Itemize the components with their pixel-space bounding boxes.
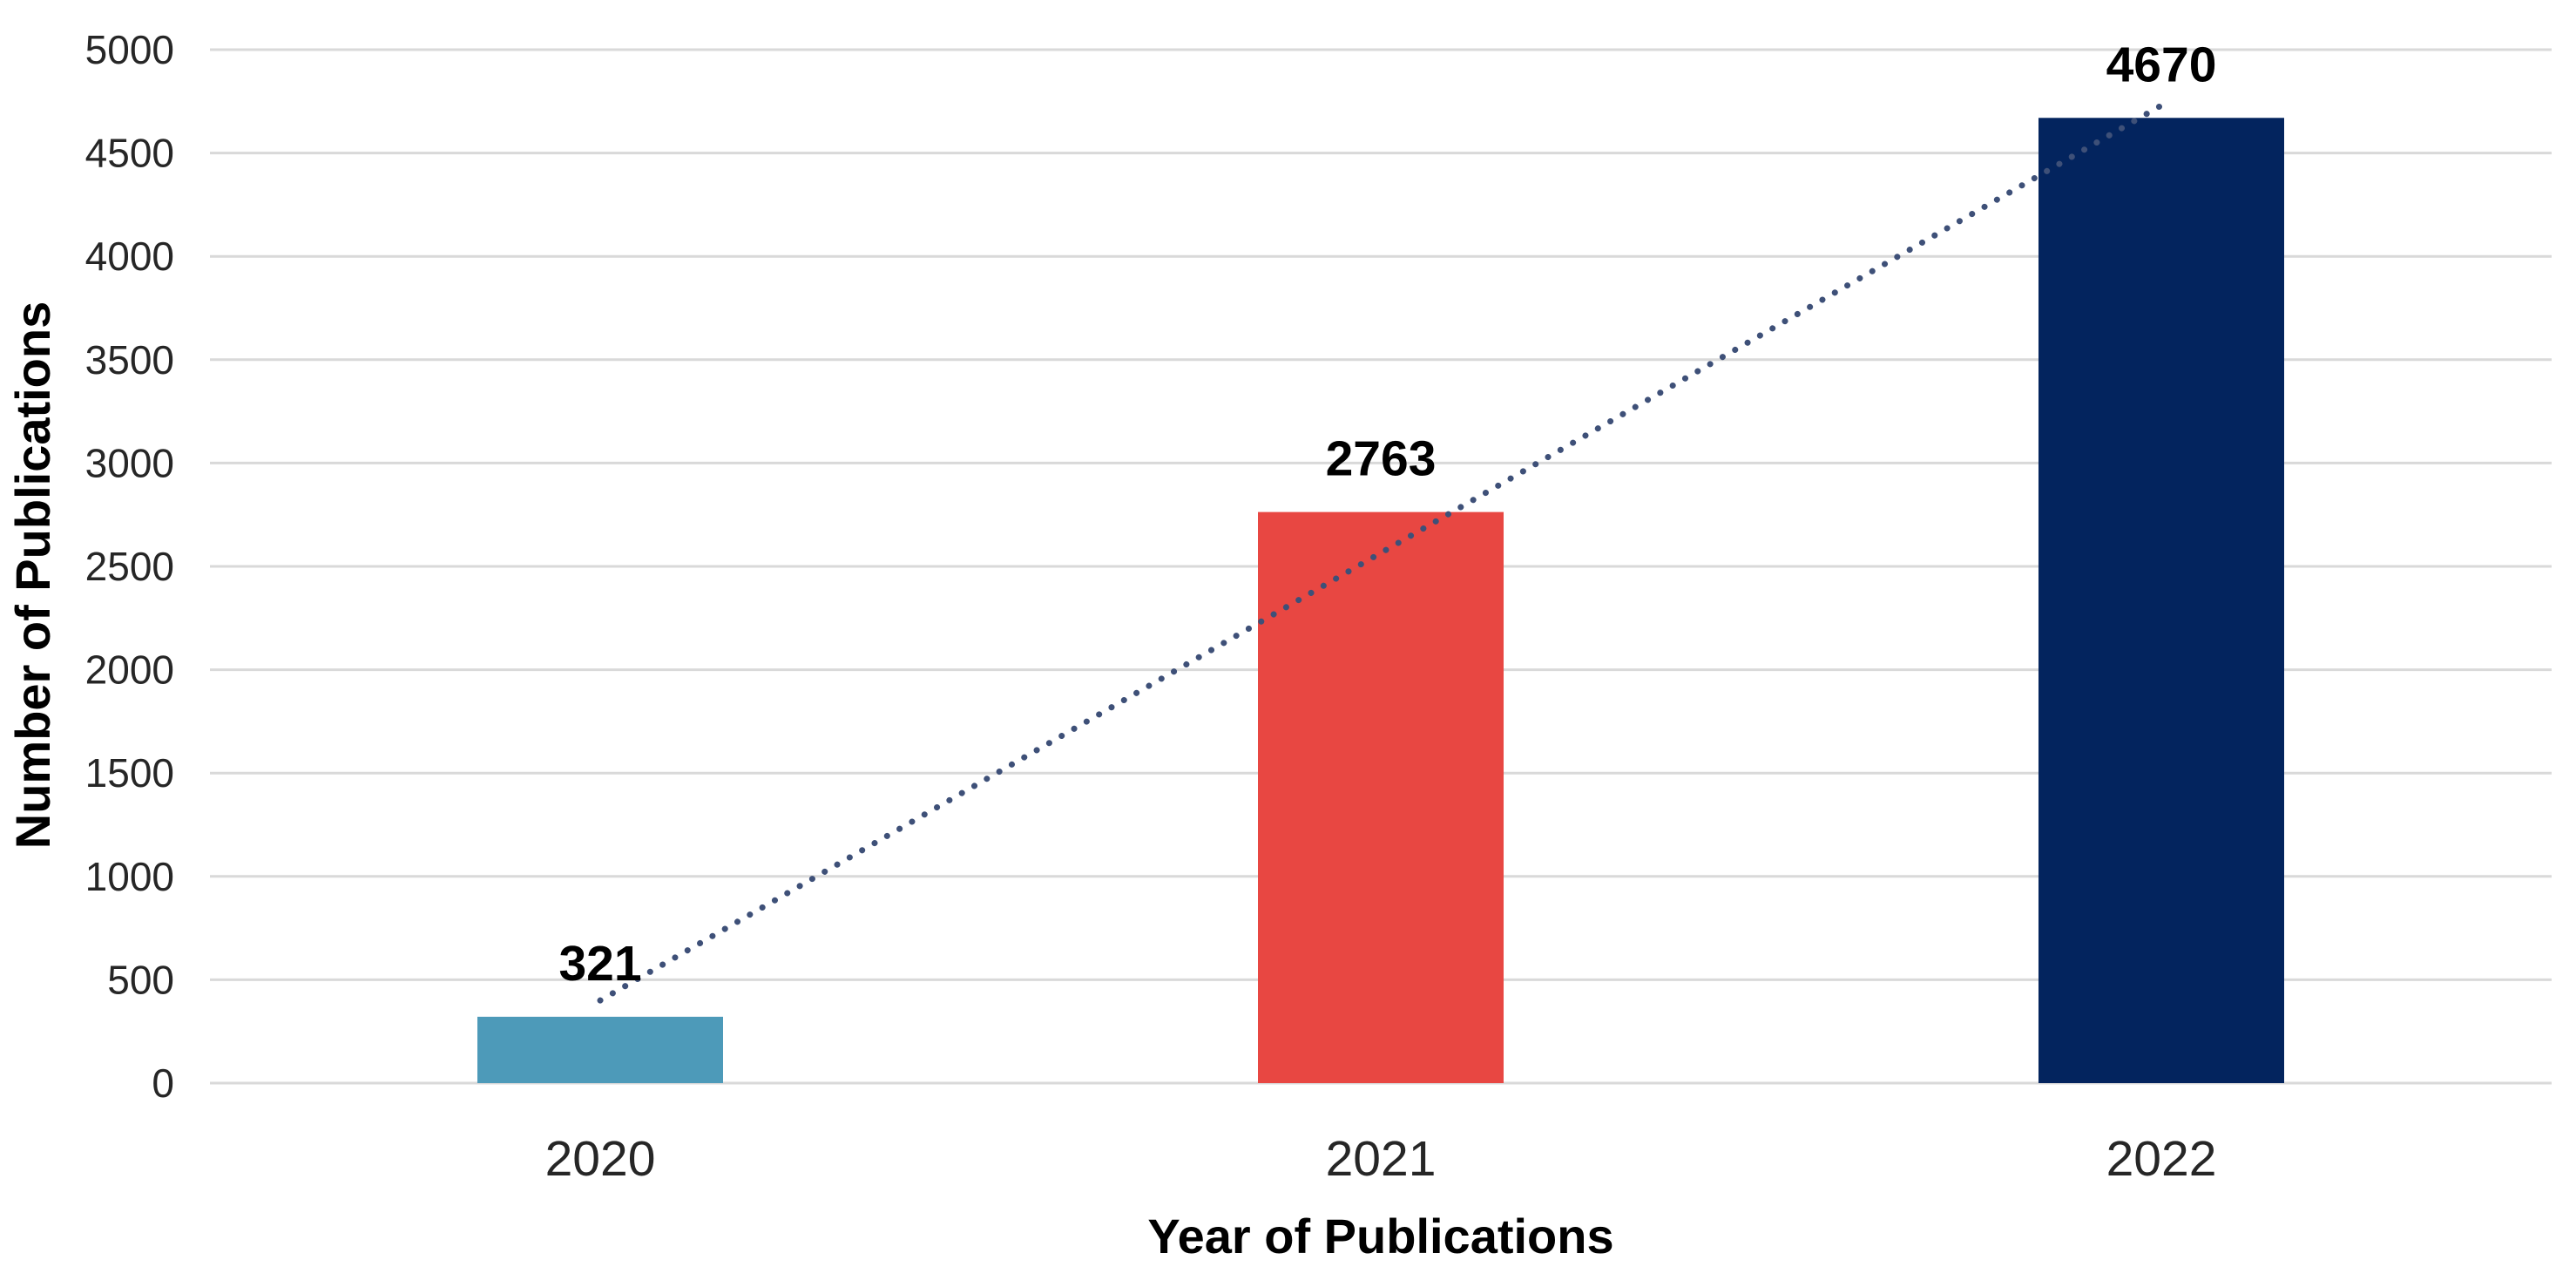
x-tick-label-2021: 2021 <box>1326 1131 1437 1187</box>
x-tick-label-2020: 2020 <box>545 1131 656 1187</box>
y-axis-tick-labels: 0 500 1000 1500 2000 2500 3000 3500 4000 4500 5000 <box>85 27 174 1106</box>
x-tick-label-2022: 2022 <box>2106 1131 2217 1187</box>
y-tick-label-1500: 1500 <box>85 750 174 796</box>
y-axis-title: Number of Publications <box>5 301 60 850</box>
y-tick-label-4500: 4500 <box>85 131 174 176</box>
data-label-2020: 321 <box>558 936 641 992</box>
bars <box>477 118 2284 1083</box>
bar-2022 <box>2038 118 2284 1083</box>
y-tick-label-3500: 3500 <box>85 337 174 383</box>
y-tick-label-5000: 5000 <box>85 27 174 72</box>
y-tick-label-2500: 2500 <box>85 544 174 589</box>
data-label-2022: 4670 <box>2106 37 2217 92</box>
y-tick-label-2000: 2000 <box>85 647 174 693</box>
y-tick-label-1000: 1000 <box>85 854 174 899</box>
x-axis-title: Year of Publications <box>1147 1209 1613 1263</box>
bar-2021 <box>1258 511 1504 1083</box>
y-tick-label-0: 0 <box>152 1060 174 1106</box>
trendline <box>597 102 2165 1004</box>
data-label-2021: 2763 <box>1326 431 1437 487</box>
x-axis-tick-labels: 2020 2021 2022 <box>545 1131 2217 1187</box>
y-tick-label-500: 500 <box>107 957 174 1002</box>
bar-2020 <box>477 1016 723 1083</box>
y-tick-label-4000: 4000 <box>85 234 174 279</box>
y-tick-label-3000: 3000 <box>85 440 174 485</box>
trendline-dotted <box>597 102 2165 1004</box>
data-labels: 321 2763 4670 <box>558 37 2216 992</box>
